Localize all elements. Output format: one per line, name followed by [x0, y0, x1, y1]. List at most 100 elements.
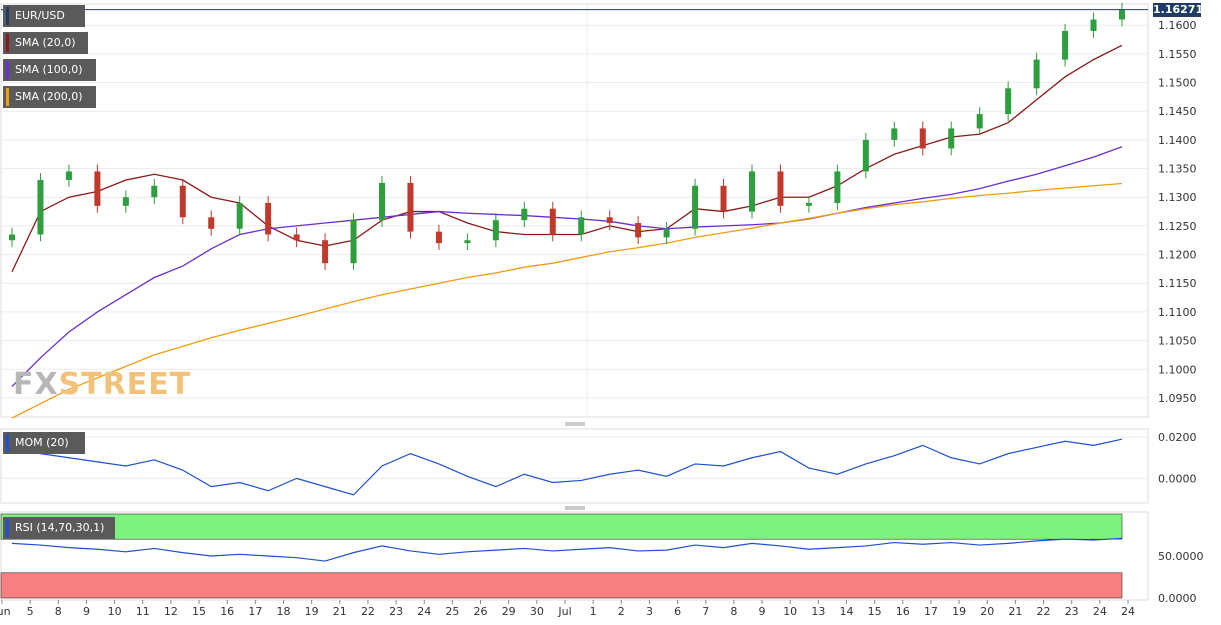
x-tick-label: 8 — [55, 605, 62, 618]
legend-swatch — [6, 519, 9, 537]
x-tick-label: 9 — [759, 605, 766, 618]
legend-rsi[interactable]: RSI (14,70,30,1) — [3, 517, 115, 539]
price-panel — [0, 3, 1149, 418]
x-tick-label: 22 — [361, 605, 375, 618]
candle-body — [350, 220, 357, 264]
rsi-overbought-zone — [0, 513, 1123, 540]
last-price-label: 1.16271 — [1153, 3, 1204, 17]
price-tick-label: 1.1550 — [1158, 48, 1197, 61]
candle-body — [37, 180, 44, 235]
x-tick-label: 3 — [646, 605, 653, 618]
x-tick-label: 16 — [896, 605, 910, 618]
rsi-oversold-zone — [0, 572, 1123, 599]
candle-body — [407, 182, 414, 232]
candle-body — [1119, 9, 1125, 20]
candle-body — [293, 234, 300, 241]
x-tick-label: Jul — [557, 605, 571, 618]
candle-body — [635, 223, 642, 238]
x-tick-label: 24 — [417, 605, 431, 618]
price-tick-label: 1.1350 — [1158, 163, 1197, 176]
candle-body — [9, 234, 15, 241]
candle-body — [322, 240, 329, 264]
legend-sma200[interactable]: SMA (200,0) — [3, 86, 96, 108]
candle-body — [1005, 88, 1012, 115]
x-tick-label: 15 — [868, 605, 882, 618]
x-tick-label: 8 — [730, 605, 737, 618]
sma20-line — [11, 44, 1123, 273]
candle-body — [122, 197, 129, 206]
candle-body — [891, 128, 898, 140]
x-tick-label: 15 — [192, 605, 206, 618]
candle-body — [435, 231, 442, 244]
x-tick-label: 10 — [108, 605, 122, 618]
x-tick-label: 23 — [1065, 605, 1079, 618]
candle-body — [464, 240, 471, 244]
rsi-tick-label: 50.0000 — [1158, 550, 1204, 563]
x-tick-label: 1 — [590, 605, 597, 618]
price-tick-label: 1.1250 — [1158, 220, 1197, 233]
candle-body — [236, 202, 243, 229]
candle-body — [578, 217, 585, 235]
mom-line — [11, 438, 1123, 496]
legend-sma100[interactable]: SMA (100,0) — [3, 59, 96, 81]
mom-tick-label: 0.0000 — [1158, 472, 1197, 485]
mom-panel — [0, 428, 1149, 504]
price-tick-label: 1.1300 — [1158, 191, 1197, 204]
x-tick-label: 23 — [389, 605, 403, 618]
x-tick-label: 2 — [618, 605, 625, 618]
candle-body — [1090, 19, 1097, 31]
legend-swatch — [6, 7, 9, 25]
legend-swatch — [6, 34, 9, 52]
candle-body — [919, 128, 926, 149]
x-tick-label: 19 — [952, 605, 966, 618]
watermark-logo: FXSTREET — [13, 367, 192, 402]
sma200-line — [11, 182, 1123, 419]
legend-eurusd[interactable]: EUR/USD — [3, 5, 85, 27]
candle-body — [663, 228, 670, 238]
price-tick-label: 1.1150 — [1158, 277, 1197, 290]
legend-mom-text: MOM (20) — [15, 436, 69, 449]
candle-body — [1062, 30, 1069, 60]
price-tick-label: 1.1400 — [1158, 134, 1197, 147]
x-tick-label: Jun — [0, 605, 11, 618]
candle-body — [606, 217, 613, 224]
candle-body — [549, 208, 556, 235]
x-tick-label: 20 — [980, 605, 994, 618]
legend-mom[interactable]: MOM (20) — [3, 432, 85, 454]
legend-rsi-text: RSI (14,70,30,1) — [15, 521, 105, 534]
candle-body — [151, 185, 158, 198]
legend-sma20[interactable]: SMA (20,0) — [3, 32, 88, 54]
x-tick-label: 5 — [27, 605, 34, 618]
candle-body — [777, 171, 784, 206]
legend-sma200-text: SMA (200,0) — [15, 90, 83, 103]
candle-body — [805, 202, 812, 206]
x-tick-label: 17 — [924, 605, 938, 618]
candle-body — [976, 114, 983, 129]
candle-body — [492, 220, 499, 241]
rsi-tick-label: 0.0000 — [1158, 592, 1197, 605]
x-tick-label: 24 — [1121, 605, 1135, 618]
price-tick-label: 1.1200 — [1158, 249, 1197, 262]
candle-body — [862, 139, 869, 172]
price-tick-label: 1.1450 — [1158, 105, 1197, 118]
x-tick-label: 14 — [840, 605, 854, 618]
sma100-line — [11, 146, 1123, 387]
legend-swatch — [6, 88, 9, 106]
price-tick-label: 1.1100 — [1158, 306, 1197, 319]
candle-body — [834, 171, 841, 203]
price-tick-label: 1.1050 — [1158, 335, 1197, 348]
price-tick-label: 1.0950 — [1158, 392, 1197, 405]
legend-swatch — [6, 61, 9, 79]
x-tick-label: 21 — [333, 605, 347, 618]
x-tick-label: 30 — [530, 605, 544, 618]
rsi-line — [11, 537, 1123, 562]
price-tick-label: 1.1600 — [1158, 19, 1197, 32]
candle-body — [749, 171, 755, 212]
candle-body — [521, 208, 528, 221]
legend-eurusd-text: EUR/USD — [15, 9, 65, 22]
x-tick-label: 21 — [1008, 605, 1022, 618]
x-tick-label: 11 — [136, 605, 150, 618]
mom-tick-label: 0.0200 — [1158, 431, 1197, 444]
price-tick-label: 1.1500 — [1158, 77, 1197, 90]
